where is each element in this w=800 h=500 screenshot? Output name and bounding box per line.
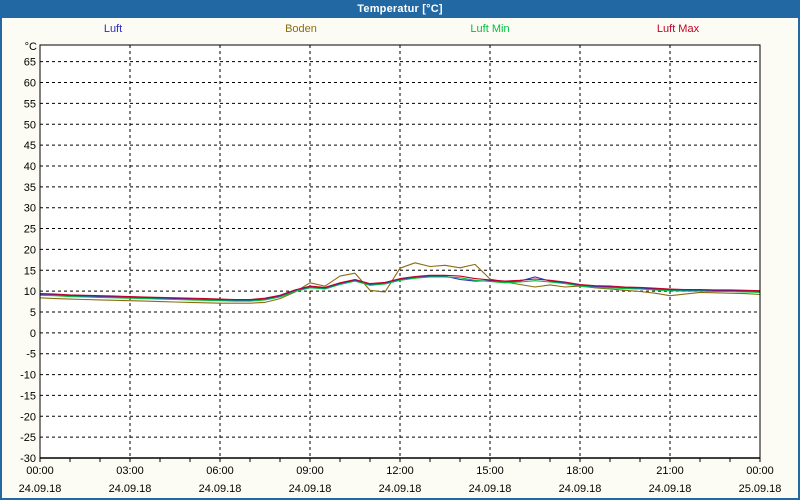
x-tick-time-label: 18:00 xyxy=(566,465,594,477)
y-tick-label: 0 xyxy=(30,328,36,340)
y-tick-label: -30 xyxy=(20,453,36,465)
y-tick-label: -5 xyxy=(26,349,36,361)
window-title: Temperatur [°C] xyxy=(357,3,443,15)
legend-item-luft-max: Luft Max xyxy=(656,23,700,35)
x-tick-date-label: 24.09.18 xyxy=(199,483,242,495)
y-tick-label: 30 xyxy=(24,203,36,215)
legend-item-boden: Boden xyxy=(285,23,317,35)
series-boden xyxy=(39,262,761,304)
x-tick-date-label: 25.09.18 xyxy=(739,483,782,495)
x-tick-time-label: 00:00 xyxy=(746,465,774,477)
x-tick-time-label: 12:00 xyxy=(386,465,414,477)
y-tick-label: -10 xyxy=(20,370,36,382)
y-tick-label: -15 xyxy=(20,390,36,402)
y-tick-label: 15 xyxy=(24,265,36,277)
x-tick-date-label: 24.09.18 xyxy=(559,483,602,495)
x-tick-time-label: 15:00 xyxy=(476,465,504,477)
x-tick-date-label: 24.09.18 xyxy=(109,483,152,495)
y-tick-label: 45 xyxy=(24,140,36,152)
y-tick-label: 20 xyxy=(24,244,36,256)
x-tick-date-label: 24.09.18 xyxy=(469,483,512,495)
series-luft-max xyxy=(39,274,761,301)
x-tick-time-label: 09:00 xyxy=(296,465,324,477)
window-titlebar: Temperatur [°C] xyxy=(0,0,800,18)
x-tick-time-label: 00:00 xyxy=(26,465,54,477)
x-tick-date-label: 24.09.18 xyxy=(379,483,422,495)
x-tick-date-label: 24.09.18 xyxy=(649,483,692,495)
y-tick-label: 5 xyxy=(30,307,36,319)
x-tick-time-label: 21:00 xyxy=(656,465,684,477)
series-luft-min xyxy=(39,276,761,302)
x-tick-time-label: 06:00 xyxy=(206,465,234,477)
chart-legend: Luft Boden Luft Min Luft Max xyxy=(0,23,800,38)
y-tick-label: 50 xyxy=(24,119,36,131)
legend-item-luft-min: Luft Min xyxy=(470,23,510,35)
series-luft xyxy=(39,275,761,301)
legend-item-luft: Luft xyxy=(103,23,123,35)
y-tick-label: 60 xyxy=(24,78,36,90)
x-tick-time-label: 03:00 xyxy=(116,465,144,477)
x-tick-date-label: 24.09.18 xyxy=(289,483,332,495)
y-tick-label: -25 xyxy=(20,432,36,444)
y-tick-label: 10 xyxy=(24,286,36,298)
y-tick-label: 65 xyxy=(24,57,36,69)
y-tick-label: 55 xyxy=(24,98,36,110)
y-tick-label: 35 xyxy=(24,182,36,194)
x-tick-date-label: 24.09.18 xyxy=(19,483,62,495)
y-tick-label: 40 xyxy=(24,161,36,173)
y-tick-label: 25 xyxy=(24,224,36,236)
y-axis-unit-label: °C xyxy=(25,41,37,53)
y-tick-label: -20 xyxy=(20,411,36,423)
